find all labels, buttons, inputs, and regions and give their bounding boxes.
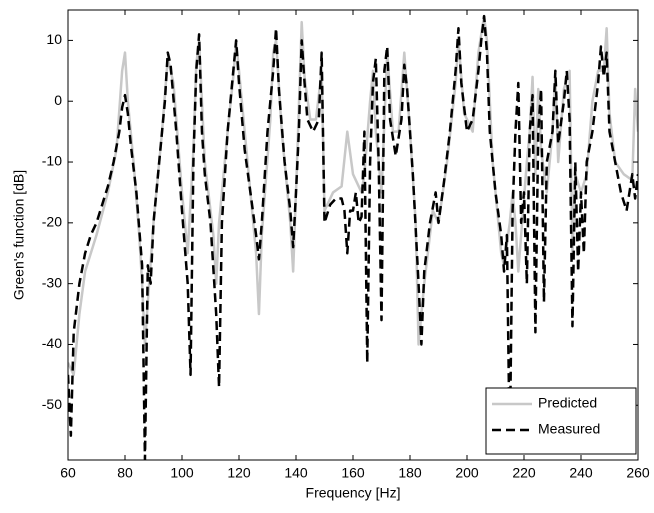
x-tick-label: 220 xyxy=(512,465,536,481)
y-tick-label: -30 xyxy=(42,274,62,290)
x-tick-label: 120 xyxy=(227,465,251,481)
series-line xyxy=(68,14,638,460)
x-axis-label: Frequency [Hz] xyxy=(306,485,401,501)
x-tick-label: 140 xyxy=(284,465,308,481)
y-tick-label: 0 xyxy=(54,92,62,108)
y-axis-label: Green's function [dB] xyxy=(11,170,27,300)
legend-label: Measured xyxy=(538,421,600,437)
legend-label: Predicted xyxy=(538,395,597,411)
x-tick-label: 160 xyxy=(341,465,365,481)
legend-box xyxy=(485,387,637,455)
y-tick-label: -40 xyxy=(42,335,62,351)
x-tick-label: 180 xyxy=(398,465,422,481)
y-tick-label: -10 xyxy=(42,153,62,169)
series-line xyxy=(68,14,638,377)
y-tick-label: -20 xyxy=(42,214,62,230)
y-tick-label: -50 xyxy=(42,396,62,412)
x-tick-label: 240 xyxy=(569,465,593,481)
plot-lines xyxy=(68,14,638,460)
x-tick-label: 260 xyxy=(626,465,650,481)
x-tick-label: 100 xyxy=(170,465,194,481)
x-tick-label: 60 xyxy=(60,465,76,481)
x-tick-label: 80 xyxy=(117,465,133,481)
x-tick-label: 200 xyxy=(455,465,479,481)
y-tick-label: 10 xyxy=(46,31,62,47)
